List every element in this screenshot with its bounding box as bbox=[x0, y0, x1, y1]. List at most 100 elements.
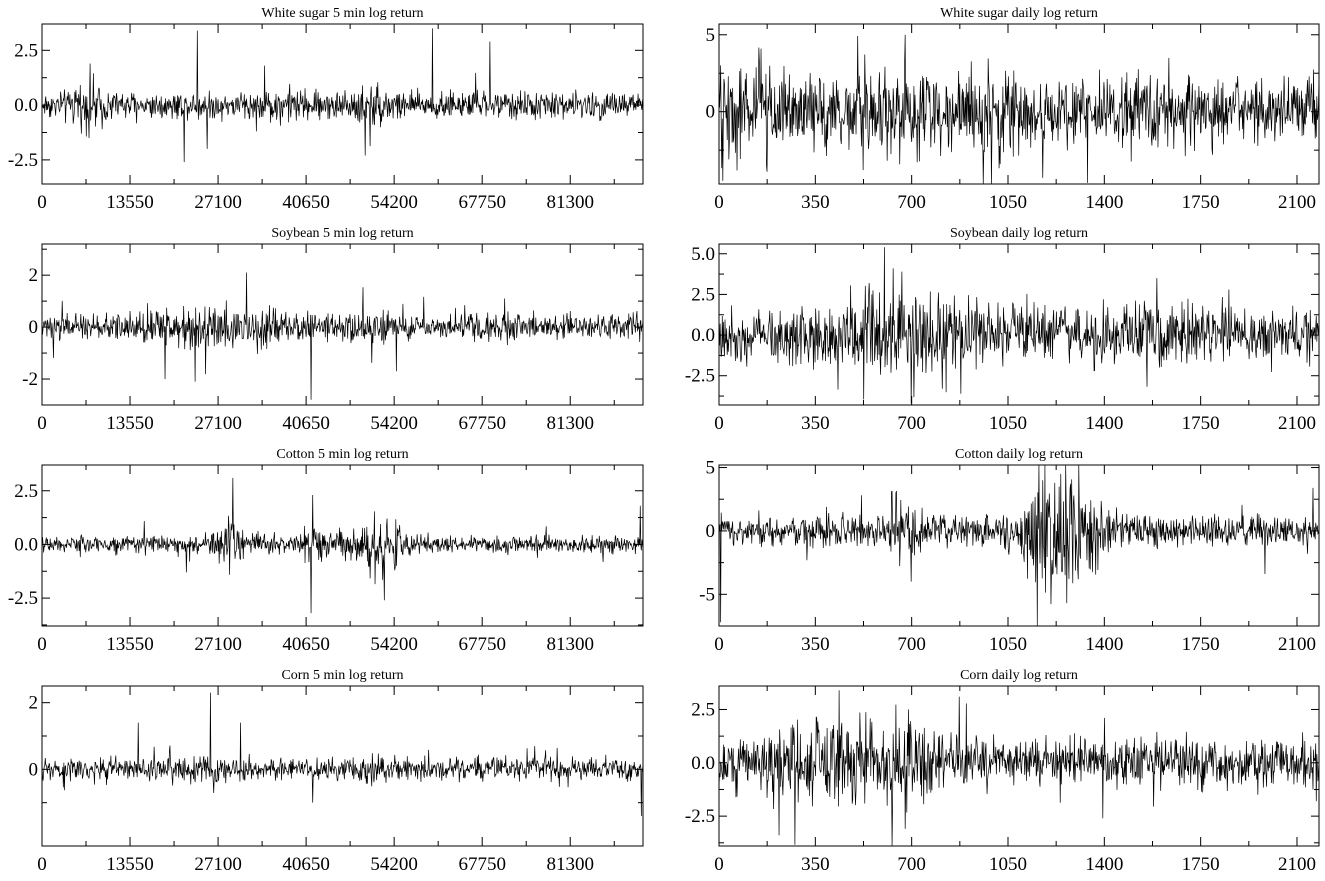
series-line bbox=[718, 34, 1320, 185]
y-tick-label: 2.5 bbox=[14, 40, 38, 61]
x-tick-label: 700 bbox=[897, 634, 926, 655]
y-tick-label: 2 bbox=[29, 693, 39, 714]
x-tick-label: 350 bbox=[801, 413, 830, 434]
x-tick-label: 27100 bbox=[194, 192, 242, 213]
x-tick-label: 700 bbox=[897, 192, 926, 213]
x-tick-label: 350 bbox=[801, 192, 830, 213]
x-tick-label: 81300 bbox=[546, 634, 594, 655]
y-tick-label: 0.0 bbox=[691, 325, 715, 346]
x-tick-label: 1400 bbox=[1085, 854, 1123, 875]
chart-panel-3: Soybean 5 min log return 0 13550 27100 40650… bbox=[22, 226, 644, 434]
y-tick-label: 5.0 bbox=[691, 244, 715, 265]
x-tick-label: 54200 bbox=[370, 413, 418, 434]
y-tick-label: 2.5 bbox=[691, 699, 715, 720]
x-tick-label: 1400 bbox=[1085, 413, 1123, 434]
x-tick-label: 1400 bbox=[1085, 634, 1123, 655]
x-tick-label: 40650 bbox=[282, 192, 330, 213]
y-tick-label: 0 bbox=[706, 102, 716, 123]
chart-panel-1: White sugar 5 min log return 0 13550 27100 4… bbox=[8, 6, 644, 213]
y-tick-label: 0 bbox=[29, 317, 39, 338]
chart-panel-7: Corn 5 min log return 0 13550 27100 40650 542… bbox=[29, 668, 644, 875]
y-tick-label: -2.5 bbox=[8, 150, 38, 171]
x-tick-label: 81300 bbox=[546, 192, 594, 213]
x-tick-label: 1050 bbox=[989, 413, 1027, 434]
x-tick-label: 350 bbox=[801, 634, 830, 655]
chart-panel-5: Cotton 5 min log return 0 13550 27100 40650 5… bbox=[8, 447, 644, 655]
x-tick-label: 0 bbox=[714, 413, 724, 434]
x-tick-label: 350 bbox=[801, 854, 830, 875]
x-tick-label: 2100 bbox=[1278, 192, 1316, 213]
x-tick-label: 67750 bbox=[458, 854, 506, 875]
x-tick-label: 1750 bbox=[1182, 634, 1220, 655]
y-tick-label: 0 bbox=[29, 759, 39, 780]
chart-title: Cotton daily log return bbox=[955, 447, 1083, 462]
series-line bbox=[41, 28, 644, 163]
series-line bbox=[41, 272, 644, 400]
x-tick-label: 13550 bbox=[106, 192, 154, 213]
x-tick-label: 13550 bbox=[106, 413, 154, 434]
x-tick-label: 67750 bbox=[458, 413, 506, 434]
plot-frame bbox=[41, 685, 644, 847]
x-tick-label: 1750 bbox=[1182, 192, 1220, 213]
x-tick-label: 40650 bbox=[282, 634, 330, 655]
x-tick-label: 700 bbox=[897, 854, 926, 875]
y-tick-label: 2 bbox=[29, 265, 39, 286]
chart-panel-6: Cotton daily log return 0 350 700 1050 1400 17… bbox=[699, 447, 1320, 655]
x-tick-label: 40650 bbox=[282, 854, 330, 875]
x-tick-label: 40650 bbox=[282, 413, 330, 434]
y-tick-label: 2.5 bbox=[691, 284, 715, 305]
plot-frame bbox=[41, 243, 644, 406]
y-tick-label: 0.0 bbox=[14, 534, 38, 555]
y-tick-label: -2.5 bbox=[8, 588, 38, 609]
x-tick-label: 1750 bbox=[1182, 413, 1220, 434]
plot-frame bbox=[41, 464, 644, 627]
x-tick-label: 1750 bbox=[1182, 854, 1220, 875]
x-tick-label: 0 bbox=[714, 192, 724, 213]
series-line bbox=[41, 692, 644, 817]
x-tick-label: 1050 bbox=[989, 192, 1027, 213]
y-tick-label: 0.0 bbox=[691, 753, 715, 774]
x-tick-label: 13550 bbox=[106, 854, 154, 875]
plot-frame bbox=[718, 243, 1320, 406]
x-tick-label: 81300 bbox=[546, 854, 594, 875]
x-tick-label: 700 bbox=[897, 413, 926, 434]
x-tick-label: 0 bbox=[714, 854, 724, 875]
y-tick-label: 0.0 bbox=[14, 95, 38, 116]
chart-title: Cotton 5 min log return bbox=[276, 447, 408, 462]
x-tick-label: 67750 bbox=[458, 634, 506, 655]
chart-title: Soybean 5 min log return bbox=[271, 226, 413, 241]
plot-frame bbox=[718, 685, 1320, 847]
x-tick-label: 0 bbox=[37, 413, 47, 434]
x-tick-label: 13550 bbox=[106, 634, 154, 655]
y-tick-label: -5 bbox=[699, 584, 715, 605]
x-tick-label: 1050 bbox=[989, 634, 1027, 655]
chart-title: White sugar 5 min log return bbox=[261, 6, 423, 21]
x-tick-label: 27100 bbox=[194, 413, 242, 434]
y-tick-label: 0 bbox=[706, 521, 716, 542]
chart-panel-2: White sugar daily log return 0 350 700 1050 1… bbox=[706, 6, 1320, 213]
y-tick-label: 5 bbox=[706, 25, 716, 46]
x-tick-label: 27100 bbox=[194, 634, 242, 655]
series-line bbox=[718, 247, 1320, 404]
chart-title: Corn daily log return bbox=[960, 668, 1078, 683]
y-tick-label: 5 bbox=[706, 458, 716, 479]
chart-title: White sugar daily log return bbox=[940, 6, 1098, 21]
x-tick-label: 1050 bbox=[989, 854, 1027, 875]
x-tick-label: 54200 bbox=[370, 854, 418, 875]
plot-frame bbox=[718, 23, 1320, 185]
plot-frame bbox=[41, 23, 644, 185]
chart-title: Soybean daily log return bbox=[950, 226, 1088, 241]
series-line bbox=[41, 477, 644, 614]
y-tick-label: -2.5 bbox=[685, 806, 715, 827]
x-tick-label: 0 bbox=[37, 634, 47, 655]
x-tick-label: 2100 bbox=[1278, 634, 1316, 655]
chart-title: Corn 5 min log return bbox=[281, 668, 403, 683]
chart-panel-4: Soybean daily log return 0 350 700 1050 1400 1… bbox=[685, 226, 1320, 434]
y-tick-label: -2 bbox=[22, 369, 38, 390]
x-tick-label: 2100 bbox=[1278, 413, 1316, 434]
x-tick-label: 2100 bbox=[1278, 854, 1316, 875]
series-line bbox=[718, 690, 1320, 847]
x-tick-label: 1400 bbox=[1085, 192, 1123, 213]
x-tick-label: 54200 bbox=[370, 634, 418, 655]
